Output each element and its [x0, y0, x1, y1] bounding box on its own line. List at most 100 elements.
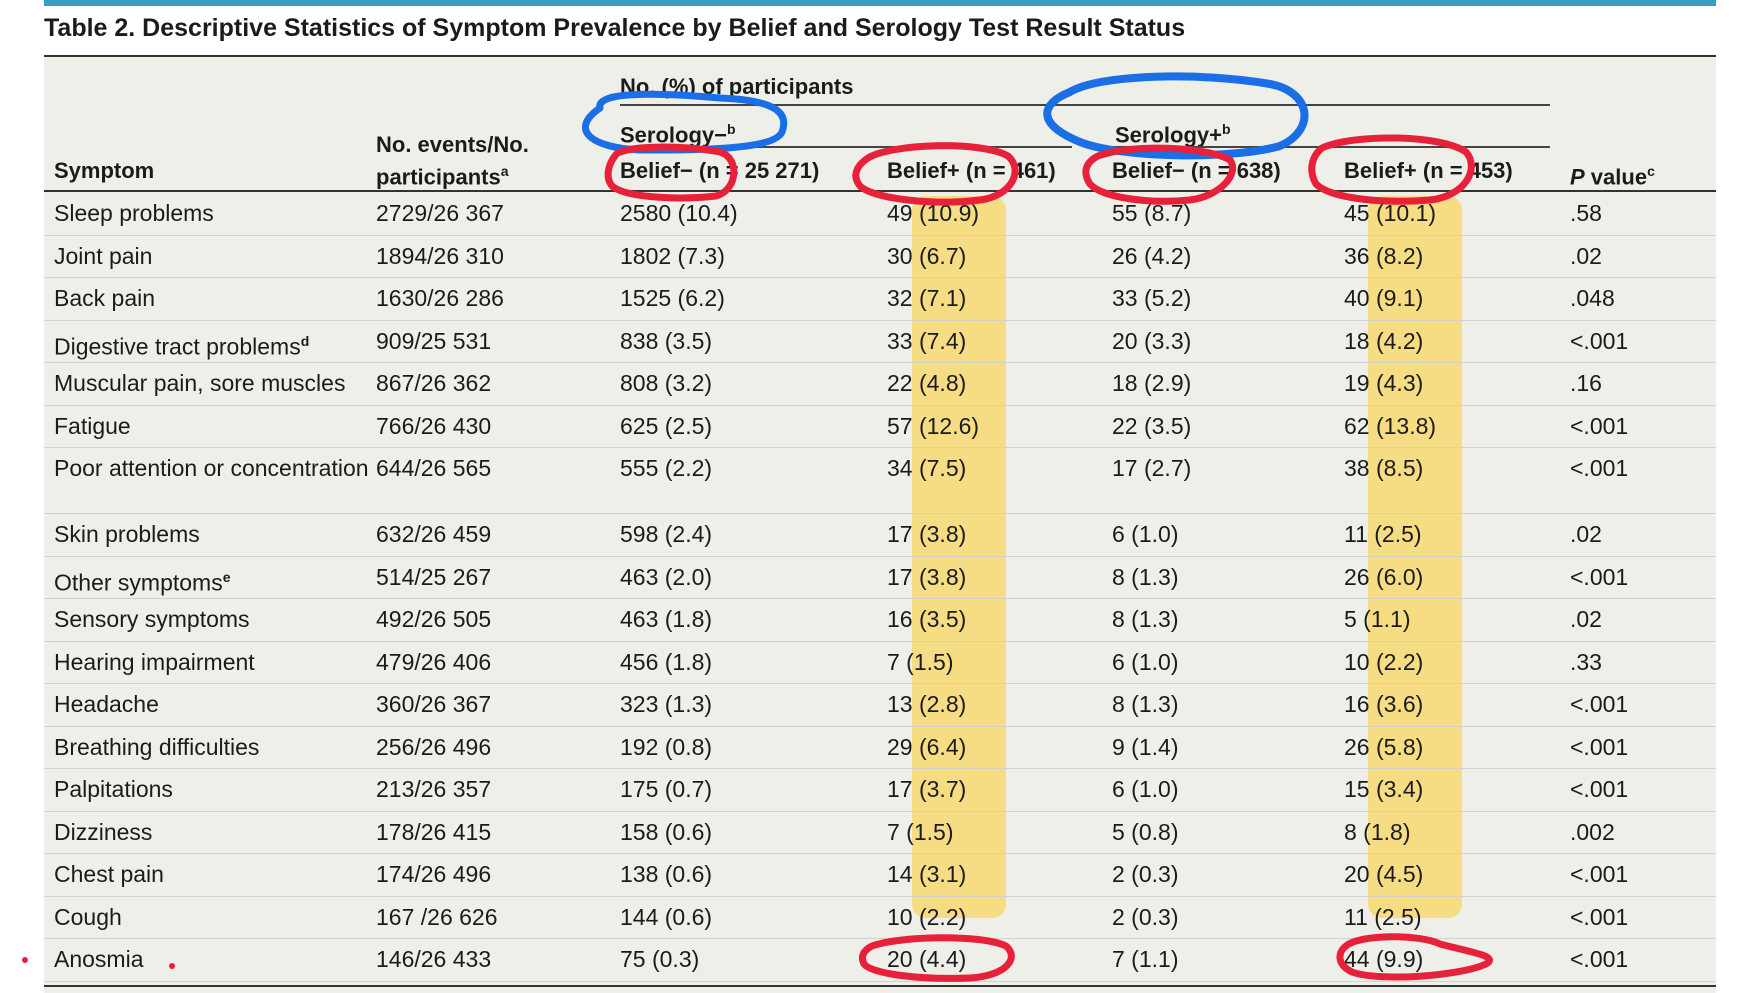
- belief-negative-serology-negative-cell: 75 (0.3): [620, 946, 700, 972]
- belief-positive-serology-positive-cell: 20 (4.5): [1344, 861, 1424, 887]
- events-cell: 178/26 415: [376, 818, 492, 845]
- red-circle-belief-negative-serology-positive: [1082, 144, 1236, 205]
- pvalue-header: P valuec: [1570, 163, 1655, 190]
- belief-negative-serology-positive-cell: 7 (1.1): [1112, 946, 1179, 972]
- events-cell: 174/26 496: [376, 861, 492, 887]
- symptom-header: Symptom: [54, 158, 155, 183]
- red-dot-anosmia: [169, 963, 175, 969]
- events-cell: 1630/26 286: [376, 285, 504, 311]
- belief-negative-serology-positive-cell: 5 (0.8): [1112, 818, 1179, 845]
- belief-negative-serology-negative-cell: 144 (0.6): [620, 903, 713, 930]
- symptom-cell: Muscular pain, sore muscles: [54, 370, 346, 396]
- belief-positive-serology-negative-cell: 20 (4.4): [887, 946, 967, 972]
- red-dot-left-margin: [22, 957, 28, 963]
- belief-negative-serology-negative-cell: 1525 (6.2): [620, 285, 725, 311]
- red-circle-belief-positive-serology-negative: [852, 142, 1019, 206]
- pvalue-cell: <.001: [1570, 776, 1629, 802]
- events-cell: 256/26 496: [376, 733, 492, 760]
- belief-negative-serology-negative-cell: 463 (2.0): [620, 563, 713, 590]
- belief-negative-serology-positive-cell: 9 (1.4): [1112, 733, 1179, 760]
- table-row: Sensory symptoms 492/26 505 463 (1.8) 16 (3…: [44, 598, 1716, 642]
- events-cell: 167 /26 626: [376, 903, 498, 930]
- belief-positive-serology-negative-cell: 16 (3.5): [887, 606, 967, 632]
- table-row: Sleep problems 2729/26 367 2580 (10.4) 49 (…: [44, 192, 1716, 236]
- pvalue-cell: <.001: [1570, 861, 1629, 887]
- events-cell: 479/26 406: [376, 648, 492, 675]
- red-circle-anosmia-belief-positive-serology-positive: [1336, 933, 1493, 981]
- events-cell: 492/26 505: [376, 606, 492, 632]
- belief-positive-serology-negative-cell: 34 (7.5): [887, 455, 967, 481]
- table-top-rule: [44, 55, 1716, 57]
- table-row: Headache 360/26 367 323 (1.3) 13 (2.8) 8 (1.…: [44, 683, 1716, 727]
- belief-positive-serology-positive-cell: 11 (2.5): [1344, 521, 1422, 547]
- table-row: Dizziness 178/26 415 158 (0.6) 7 (1.5) 5 (0.…: [44, 811, 1716, 854]
- symptom-cell: Palpitations: [54, 776, 173, 802]
- belief-positive-serology-positive-cell: 62 (13.8): [1344, 412, 1437, 439]
- table-row: Digestive tract problemsd 909/25 531 838 (…: [44, 320, 1716, 363]
- belief-positive-serology-positive-cell: 26 (5.8): [1344, 733, 1424, 760]
- symptom-cell: Dizziness: [54, 818, 153, 845]
- belief-positive-serology-negative-cell: 57 (12.6): [887, 412, 980, 439]
- belief-positive-serology-positive-cell: 40 (9.1): [1344, 285, 1424, 311]
- table-row: Back pain 1630/26 286 1525 (6.2) 32 (7.1) 33…: [44, 277, 1716, 321]
- belief-positive-serology-positive-cell: 11 (2.5): [1344, 903, 1422, 930]
- symptom-cell: Chest pain: [54, 861, 164, 887]
- table-row: Anosmia 146/26 433 75 (0.3) 20 (4.4) 7 (1.1)…: [44, 938, 1716, 982]
- pvalue-cell: .02: [1570, 606, 1602, 632]
- belief-positive-serology-negative-cell: 22 (4.8): [887, 370, 967, 396]
- events-cell: 867/26 362: [376, 370, 492, 396]
- table-row: Hearing impairment 479/26 406 456 (1.8) 7 (…: [44, 641, 1716, 684]
- belief-negative-serology-negative-header: Belief− (n = 25 271): [620, 158, 820, 183]
- belief-negative-serology-positive-cell: 8 (1.3): [1112, 606, 1179, 632]
- table-title: Table 2. Descriptive Statistics of Sympt…: [44, 14, 1186, 42]
- symptom-cell: Hearing impairment: [54, 648, 255, 675]
- belief-negative-serology-negative-cell: 2580 (10.4): [620, 200, 738, 226]
- symptom-cell: Fatigue: [54, 412, 131, 439]
- table-row: Palpitations 213/26 357 175 (0.7) 17 (3.7) 6…: [44, 768, 1716, 812]
- events-cell: 360/26 367: [376, 691, 492, 717]
- belief-positive-serology-negative-cell: 33 (7.4): [887, 327, 967, 354]
- belief-negative-serology-positive-cell: 18 (2.9): [1112, 370, 1192, 396]
- table-row: Joint pain 1894/26 310 1802 (7.3) 30 (6.7) 2…: [44, 235, 1716, 278]
- serology-negative-rule: [620, 146, 1072, 148]
- belief-positive-serology-negative-cell: 10 (2.2): [887, 903, 967, 930]
- belief-positive-serology-negative-cell: 7 (1.5): [887, 648, 954, 675]
- belief-negative-serology-positive-cell: 8 (1.3): [1112, 563, 1179, 590]
- belief-negative-serology-positive-cell: 17 (2.7): [1112, 455, 1192, 481]
- symptom-cell: Sensory symptoms: [54, 606, 250, 632]
- red-circle-belief-positive-serology-positive: [1308, 134, 1475, 205]
- belief-negative-serology-positive-cell: 22 (3.5): [1112, 412, 1192, 439]
- pvalue-cell: <.001: [1570, 903, 1629, 930]
- belief-positive-serology-negative-cell: 17 (3.8): [887, 563, 967, 590]
- belief-positive-serology-positive-cell: 5 (1.1): [1344, 606, 1411, 632]
- belief-negative-serology-positive-cell: 20 (3.3): [1112, 327, 1192, 354]
- red-circle-belief-negative-serology-negative: [604, 143, 738, 202]
- events-cell: 2729/26 367: [376, 200, 504, 226]
- belief-positive-serology-positive-cell: 26 (6.0): [1344, 563, 1424, 590]
- belief-negative-serology-positive-cell: 33 (5.2): [1112, 285, 1192, 311]
- events-cell: 213/26 357: [376, 776, 492, 802]
- highlight-belief-positive-serology-positive: [1368, 196, 1462, 918]
- belief-negative-serology-negative-cell: 463 (1.8): [620, 606, 713, 632]
- belief-positive-serology-negative-cell: 30 (6.7): [887, 242, 967, 269]
- symptom-cell: Cough: [54, 903, 122, 930]
- table-row: Cough 167 /26 626 144 (0.6) 10 (2.2) 2 (0.3)…: [44, 896, 1716, 939]
- table-row: Muscular pain, sore muscles 867/26 362 808…: [44, 362, 1716, 406]
- belief-negative-serology-negative-cell: 175 (0.7): [620, 776, 713, 802]
- belief-negative-serology-negative-cell: 808 (3.2): [620, 370, 713, 396]
- belief-positive-serology-positive-cell: 8 (1.8): [1344, 818, 1411, 845]
- group-header-rule: [620, 104, 1550, 106]
- belief-negative-serology-negative-cell: 555 (2.2): [620, 455, 713, 481]
- belief-positive-serology-negative-cell: 29 (6.4): [887, 733, 967, 760]
- symptom-cell: Digestive tract problemsd: [54, 332, 310, 360]
- belief-negative-serology-positive-cell: 6 (1.0): [1112, 648, 1179, 675]
- table-row: Other symptomse 514/25 267 463 (2.0) 17 (3.…: [44, 556, 1716, 599]
- belief-positive-serology-positive-cell: 16 (3.6): [1344, 691, 1424, 717]
- symptom-cell: Anosmia: [54, 946, 144, 972]
- pvalue-cell: <.001: [1570, 691, 1629, 717]
- belief-negative-serology-positive-cell: 6 (1.0): [1112, 776, 1179, 802]
- pvalue-cell: <.001: [1570, 733, 1629, 760]
- belief-positive-serology-positive-cell: 36 (8.2): [1344, 242, 1424, 269]
- belief-positive-serology-positive-cell: 19 (4.3): [1344, 370, 1424, 396]
